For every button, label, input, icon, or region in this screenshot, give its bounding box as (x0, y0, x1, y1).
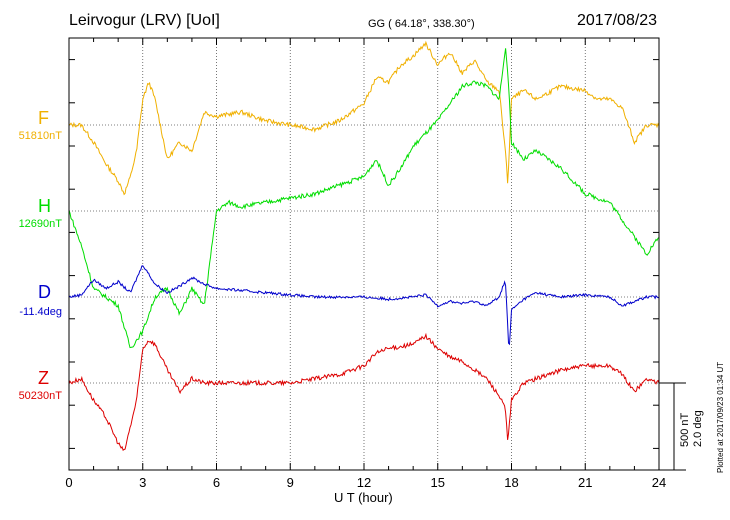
x-tick-label-3: 3 (139, 475, 146, 490)
x-tick-label-24: 24 (652, 475, 666, 490)
component-label-d: D (38, 282, 51, 302)
x-axis-ticks: 0 3 6 9 12 15 18 21 24 (65, 38, 666, 490)
x-tick-label-9: 9 (287, 475, 294, 490)
component-label-f: F (38, 108, 49, 128)
series-lines (68, 40, 660, 452)
x-tick-label-18: 18 (504, 475, 518, 490)
x-tick-label-0: 0 (65, 475, 72, 490)
scale-bar (659, 382, 686, 471)
station-title: Leirvogur (LRV) [UoI] (69, 12, 220, 29)
plotted-timestamp: Plotted at 2017/09/23 01:34 UT (716, 361, 725, 473)
baseline-label-f: 51810nT (18, 130, 62, 142)
series-line-f (68, 40, 660, 196)
coordinates-label: GG ( 64.18°, 338.30°) (368, 18, 475, 30)
scale-label-nt: 500 nT (679, 412, 691, 447)
baseline-label-h: 12690nT (18, 218, 62, 230)
series-line-z (68, 332, 660, 452)
series-line-h (68, 48, 660, 349)
x-tick-label-6: 6 (213, 475, 220, 490)
scale-label-deg: 2.0 deg (692, 410, 704, 447)
date-label: 2017/08/23 (577, 12, 658, 29)
x-tick-label-12: 12 (357, 475, 371, 490)
baseline-label-z: 50230nT (18, 390, 62, 402)
baseline-label-d: -11.4deg (19, 306, 62, 318)
component-label-z: Z (38, 368, 49, 388)
x-axis-label: U T (hour) (334, 490, 393, 505)
grid (69, 38, 659, 470)
x-tick-label-15: 15 (431, 475, 445, 490)
x-tick-label-21: 21 (578, 475, 592, 490)
series-line-d (68, 265, 660, 346)
component-label-h: H (38, 196, 51, 216)
